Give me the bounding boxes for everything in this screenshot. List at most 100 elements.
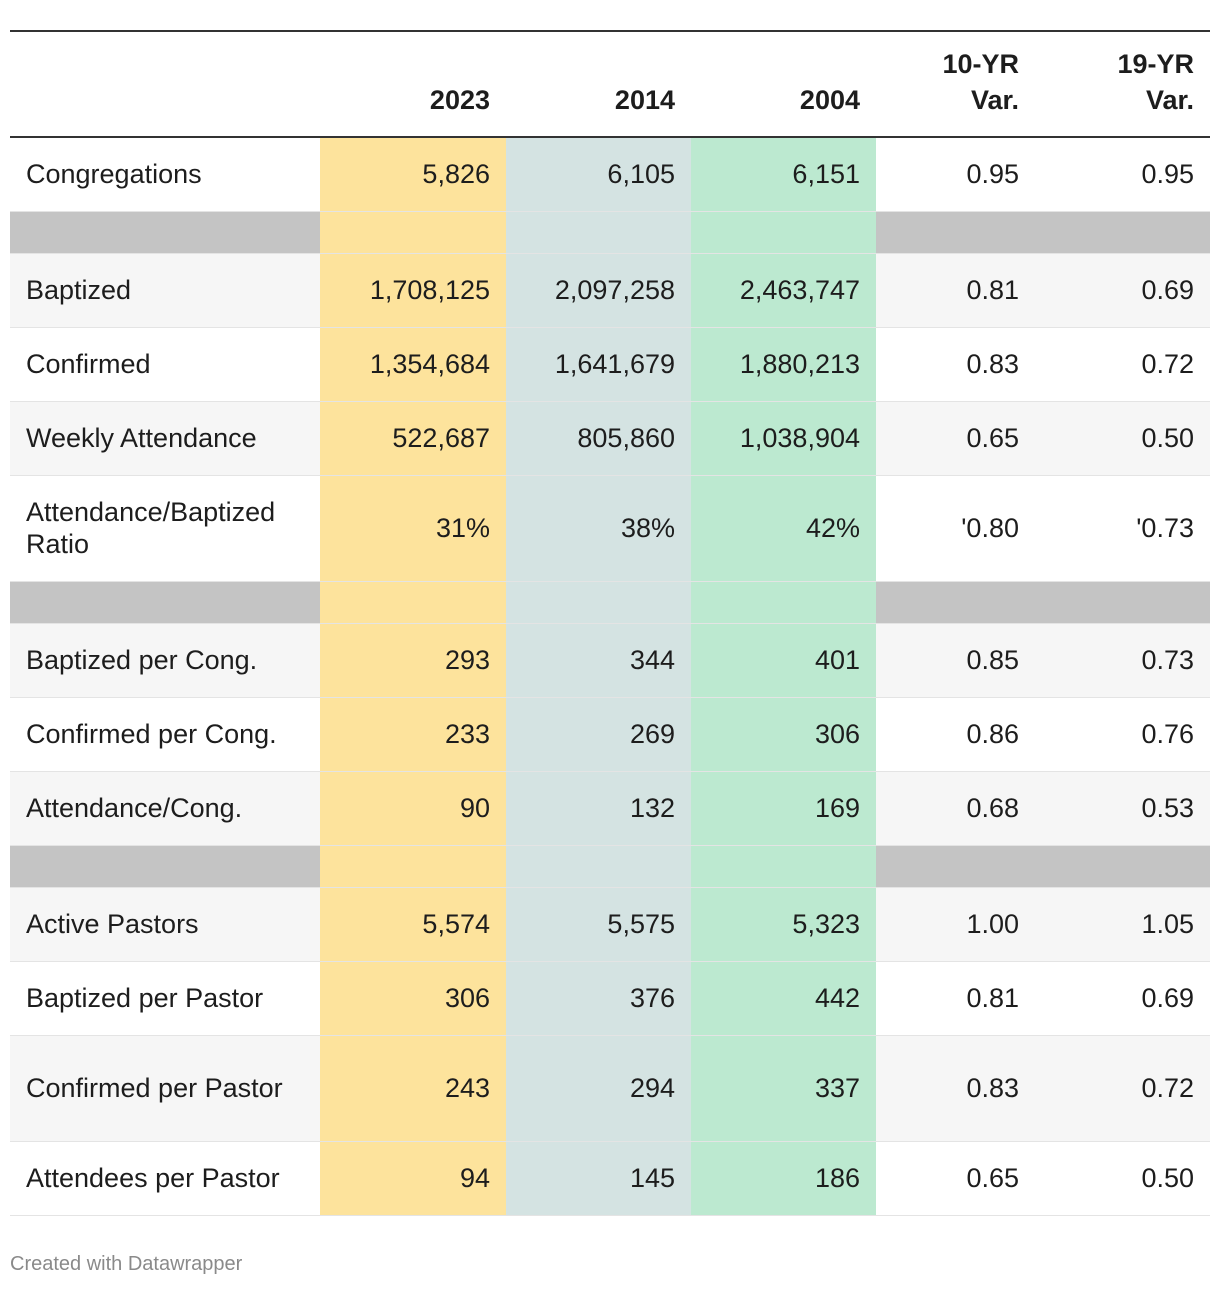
table-cell: 401 — [691, 623, 876, 697]
table-cell: 0.72 — [1035, 327, 1210, 401]
table-body: Congregations 5,826 6,105 6,151 0.95 0.95 Bapt… — [10, 137, 1210, 1215]
table-cell: 1,708,125 — [320, 253, 506, 327]
table-cell: 337 — [691, 1035, 876, 1141]
table-cell: 0.50 — [1035, 401, 1210, 475]
table-row: Confirmed per Pastor 243 294 337 0.83 0.72 — [10, 1035, 1210, 1141]
table-cell: 0.69 — [1035, 961, 1210, 1035]
table-row: Active Pastors 5,574 5,575 5,323 1.00 1.05 — [10, 887, 1210, 961]
row-label: Attendees per Pastor — [10, 1141, 320, 1215]
table-cell: 293 — [320, 623, 506, 697]
table-cell: 442 — [691, 961, 876, 1035]
table-cell: 0.85 — [876, 623, 1035, 697]
row-label: Baptized per Pastor — [10, 961, 320, 1035]
table-cell: 0.72 — [1035, 1035, 1210, 1141]
separator-cell — [320, 581, 506, 623]
separator-cell — [876, 845, 1035, 887]
table-row: Attendance/Baptized Ratio 31% 38% 42% '0.80 '… — [10, 475, 1210, 581]
row-label: Baptized per Cong. — [10, 623, 320, 697]
table-cell: 31% — [320, 475, 506, 581]
table-cell: 145 — [506, 1141, 691, 1215]
table-cell: 522,687 — [320, 401, 506, 475]
table-cell: 306 — [320, 961, 506, 1035]
data-table: 2023 2014 2004 10-YR Var. 19-YR Var. Con… — [10, 30, 1210, 1216]
table-cell: 0.73 — [1035, 623, 1210, 697]
table-cell: '0.73 — [1035, 475, 1210, 581]
row-label: Active Pastors — [10, 887, 320, 961]
separator-row — [10, 581, 1210, 623]
row-label: Attendance/Cong. — [10, 771, 320, 845]
row-label: Confirmed per Cong. — [10, 697, 320, 771]
separator-cell — [691, 581, 876, 623]
table-cell: 6,105 — [506, 137, 691, 211]
table-cell: 90 — [320, 771, 506, 845]
header-cell-10yr-var: 10-YR Var. — [942, 49, 1019, 115]
table-cell: 2,097,258 — [506, 253, 691, 327]
separator-cell — [876, 581, 1035, 623]
separator-cell — [1035, 211, 1210, 253]
separator-cell — [10, 845, 320, 887]
table-cell: 0.81 — [876, 253, 1035, 327]
table-cell: 5,574 — [320, 887, 506, 961]
table-row: Baptized per Pastor 306 376 442 0.81 0.69 — [10, 961, 1210, 1035]
table-cell: 5,826 — [320, 137, 506, 211]
table-cell: 0.83 — [876, 327, 1035, 401]
row-label: Weekly Attendance — [10, 401, 320, 475]
table-cell: 0.95 — [1035, 137, 1210, 211]
header-cell-2023: 2023 — [429, 85, 490, 115]
table-cell: 2,463,747 — [691, 253, 876, 327]
credit-text: Created with Datawrapper — [10, 1253, 243, 1275]
separator-cell — [320, 211, 506, 253]
separator-cell — [506, 211, 691, 253]
table-cell: 94 — [320, 1141, 506, 1215]
table-cell: 0.65 — [876, 401, 1035, 475]
table-cell: 38% — [506, 475, 691, 581]
separator-cell — [876, 211, 1035, 253]
row-label: Attendance/Baptized Ratio — [10, 475, 320, 581]
header-cell-label — [10, 31, 320, 137]
header-cell-2014: 2014 — [614, 85, 675, 115]
separator-cell — [10, 211, 320, 253]
table-row: Congregations 5,826 6,105 6,151 0.95 0.95 — [10, 137, 1210, 211]
table-header-row: 2023 2014 2004 10-YR Var. 19-YR Var. — [10, 31, 1210, 137]
table-cell: 0.95 — [876, 137, 1035, 211]
table-cell: 132 — [506, 771, 691, 845]
table-cell: '0.80 — [876, 475, 1035, 581]
row-label: Congregations — [10, 137, 320, 211]
table-cell: 1,641,679 — [506, 327, 691, 401]
separator-cell — [506, 581, 691, 623]
table-cell: 805,860 — [506, 401, 691, 475]
table-row: Confirmed 1,354,684 1,641,679 1,880,213 0.83… — [10, 327, 1210, 401]
header-cell-19yr-var: 19-YR Var. — [1117, 49, 1194, 115]
separator-cell — [691, 845, 876, 887]
separator-cell — [1035, 845, 1210, 887]
table-cell: 0.76 — [1035, 697, 1210, 771]
table-cell: 0.83 — [876, 1035, 1035, 1141]
table-cell: 0.68 — [876, 771, 1035, 845]
row-label: Confirmed — [10, 327, 320, 401]
table-cell: 0.50 — [1035, 1141, 1210, 1215]
table-cell: 376 — [506, 961, 691, 1035]
table-cell: 5,575 — [506, 887, 691, 961]
table-row: Weekly Attendance 522,687 805,860 1,038,904… — [10, 401, 1210, 475]
table-cell: 233 — [320, 697, 506, 771]
table-cell: 306 — [691, 697, 876, 771]
table-cell: 186 — [691, 1141, 876, 1215]
table-row: Confirmed per Cong. 233 269 306 0.86 0.76 — [10, 697, 1210, 771]
separator-cell — [10, 581, 320, 623]
separator-cell — [506, 845, 691, 887]
data-table-container: 2023 2014 2004 10-YR Var. 19-YR Var. Con… — [10, 30, 1210, 1216]
table-row: Attendees per Pastor 94 145 186 0.65 0.50 — [10, 1141, 1210, 1215]
table-cell: 0.53 — [1035, 771, 1210, 845]
header-cell-2004: 2004 — [799, 85, 860, 115]
separator-cell — [1035, 581, 1210, 623]
table-row: Baptized 1,708,125 2,097,258 2,463,747 0.81 0… — [10, 253, 1210, 327]
table-cell: 1,038,904 — [691, 401, 876, 475]
table-cell: 1.05 — [1035, 887, 1210, 961]
table-cell: 0.81 — [876, 961, 1035, 1035]
table-cell: 0.86 — [876, 697, 1035, 771]
table-cell: 1.00 — [876, 887, 1035, 961]
table-cell: 243 — [320, 1035, 506, 1141]
table-row: Attendance/Cong. 90 132 169 0.68 0.53 — [10, 771, 1210, 845]
table-cell: 344 — [506, 623, 691, 697]
row-label: Confirmed per Pastor — [10, 1035, 320, 1141]
